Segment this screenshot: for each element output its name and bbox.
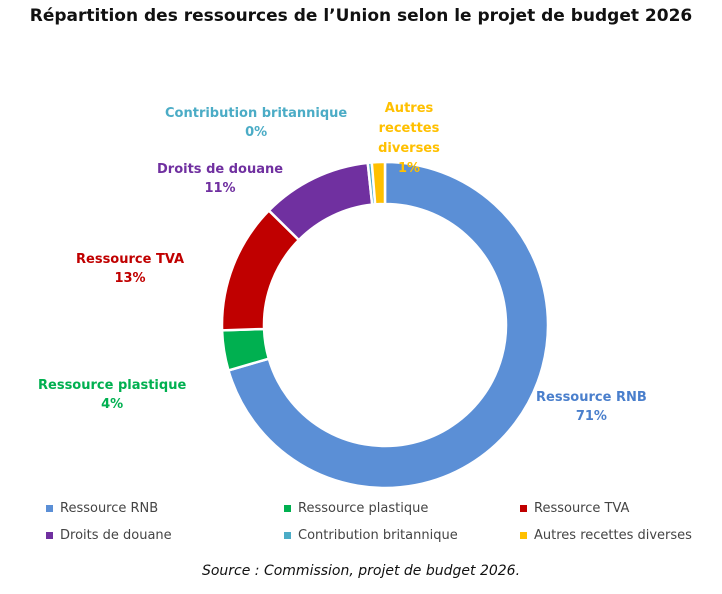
legend-swatch xyxy=(46,505,53,512)
label-category: Ressource RNB xyxy=(536,390,647,405)
data-label-contribution-britannique: Contribution britannique 0% xyxy=(165,104,347,142)
legend-label: Ressource plastique xyxy=(298,501,429,516)
data-label-ressource-plastique: Ressource plastique 4% xyxy=(38,376,186,414)
legend-label: Autres recettes diverses xyxy=(534,528,692,543)
legend-label: Droits de douane xyxy=(60,528,172,543)
legend-item-rnb: Ressource RNB xyxy=(46,501,158,516)
label-value: 11% xyxy=(204,181,236,196)
legend-swatch xyxy=(520,532,527,539)
donut-slice-autres-recettes-diverses xyxy=(370,160,387,206)
label-category: Ressource plastique xyxy=(38,378,187,393)
legend-label: Contribution britannique xyxy=(298,528,458,543)
label-category: Contribution britannique xyxy=(165,106,348,121)
legend-swatch xyxy=(46,532,53,539)
chart-title: Répartition des ressources de l’Union se… xyxy=(29,6,693,26)
data-label-autres-recettes: Autres recettes diverses 1% xyxy=(354,99,464,179)
label-category: Ressource TVA xyxy=(76,252,185,267)
legend-item-douane: Droits de douane xyxy=(46,528,172,543)
legend-item-tva: Ressource TVA xyxy=(520,501,629,516)
legend-label: Ressource TVA xyxy=(534,501,630,516)
legend-swatch xyxy=(520,505,527,512)
data-label-droits-douane: Droits de douane 11% xyxy=(157,160,283,198)
data-label-ressource-rnb: Ressource RNB 71% xyxy=(536,388,647,426)
legend-swatch xyxy=(284,505,291,512)
donut-slice-ressource-rnb xyxy=(226,160,550,490)
data-label-ressource-tva: Ressource TVA 13% xyxy=(76,250,184,288)
legend-item-autres: Autres recettes diverses xyxy=(520,528,692,543)
label-value: 13% xyxy=(114,271,146,286)
legend-item-plastique: Ressource plastique xyxy=(284,501,428,516)
label-category: Autres recettes diverses xyxy=(378,101,440,156)
label-value: 4% xyxy=(101,397,124,412)
legend-swatch xyxy=(284,532,291,539)
source-note: Source : Commission, projet de budget 20… xyxy=(201,563,521,579)
legend-label: Ressource RNB xyxy=(60,501,159,516)
legend-item-britannique: Contribution britannique xyxy=(284,528,458,543)
label-value: 0% xyxy=(245,125,268,140)
label-value: 1% xyxy=(397,161,421,176)
label-category: Droits de douane xyxy=(157,162,284,177)
label-value: 71% xyxy=(575,409,607,424)
